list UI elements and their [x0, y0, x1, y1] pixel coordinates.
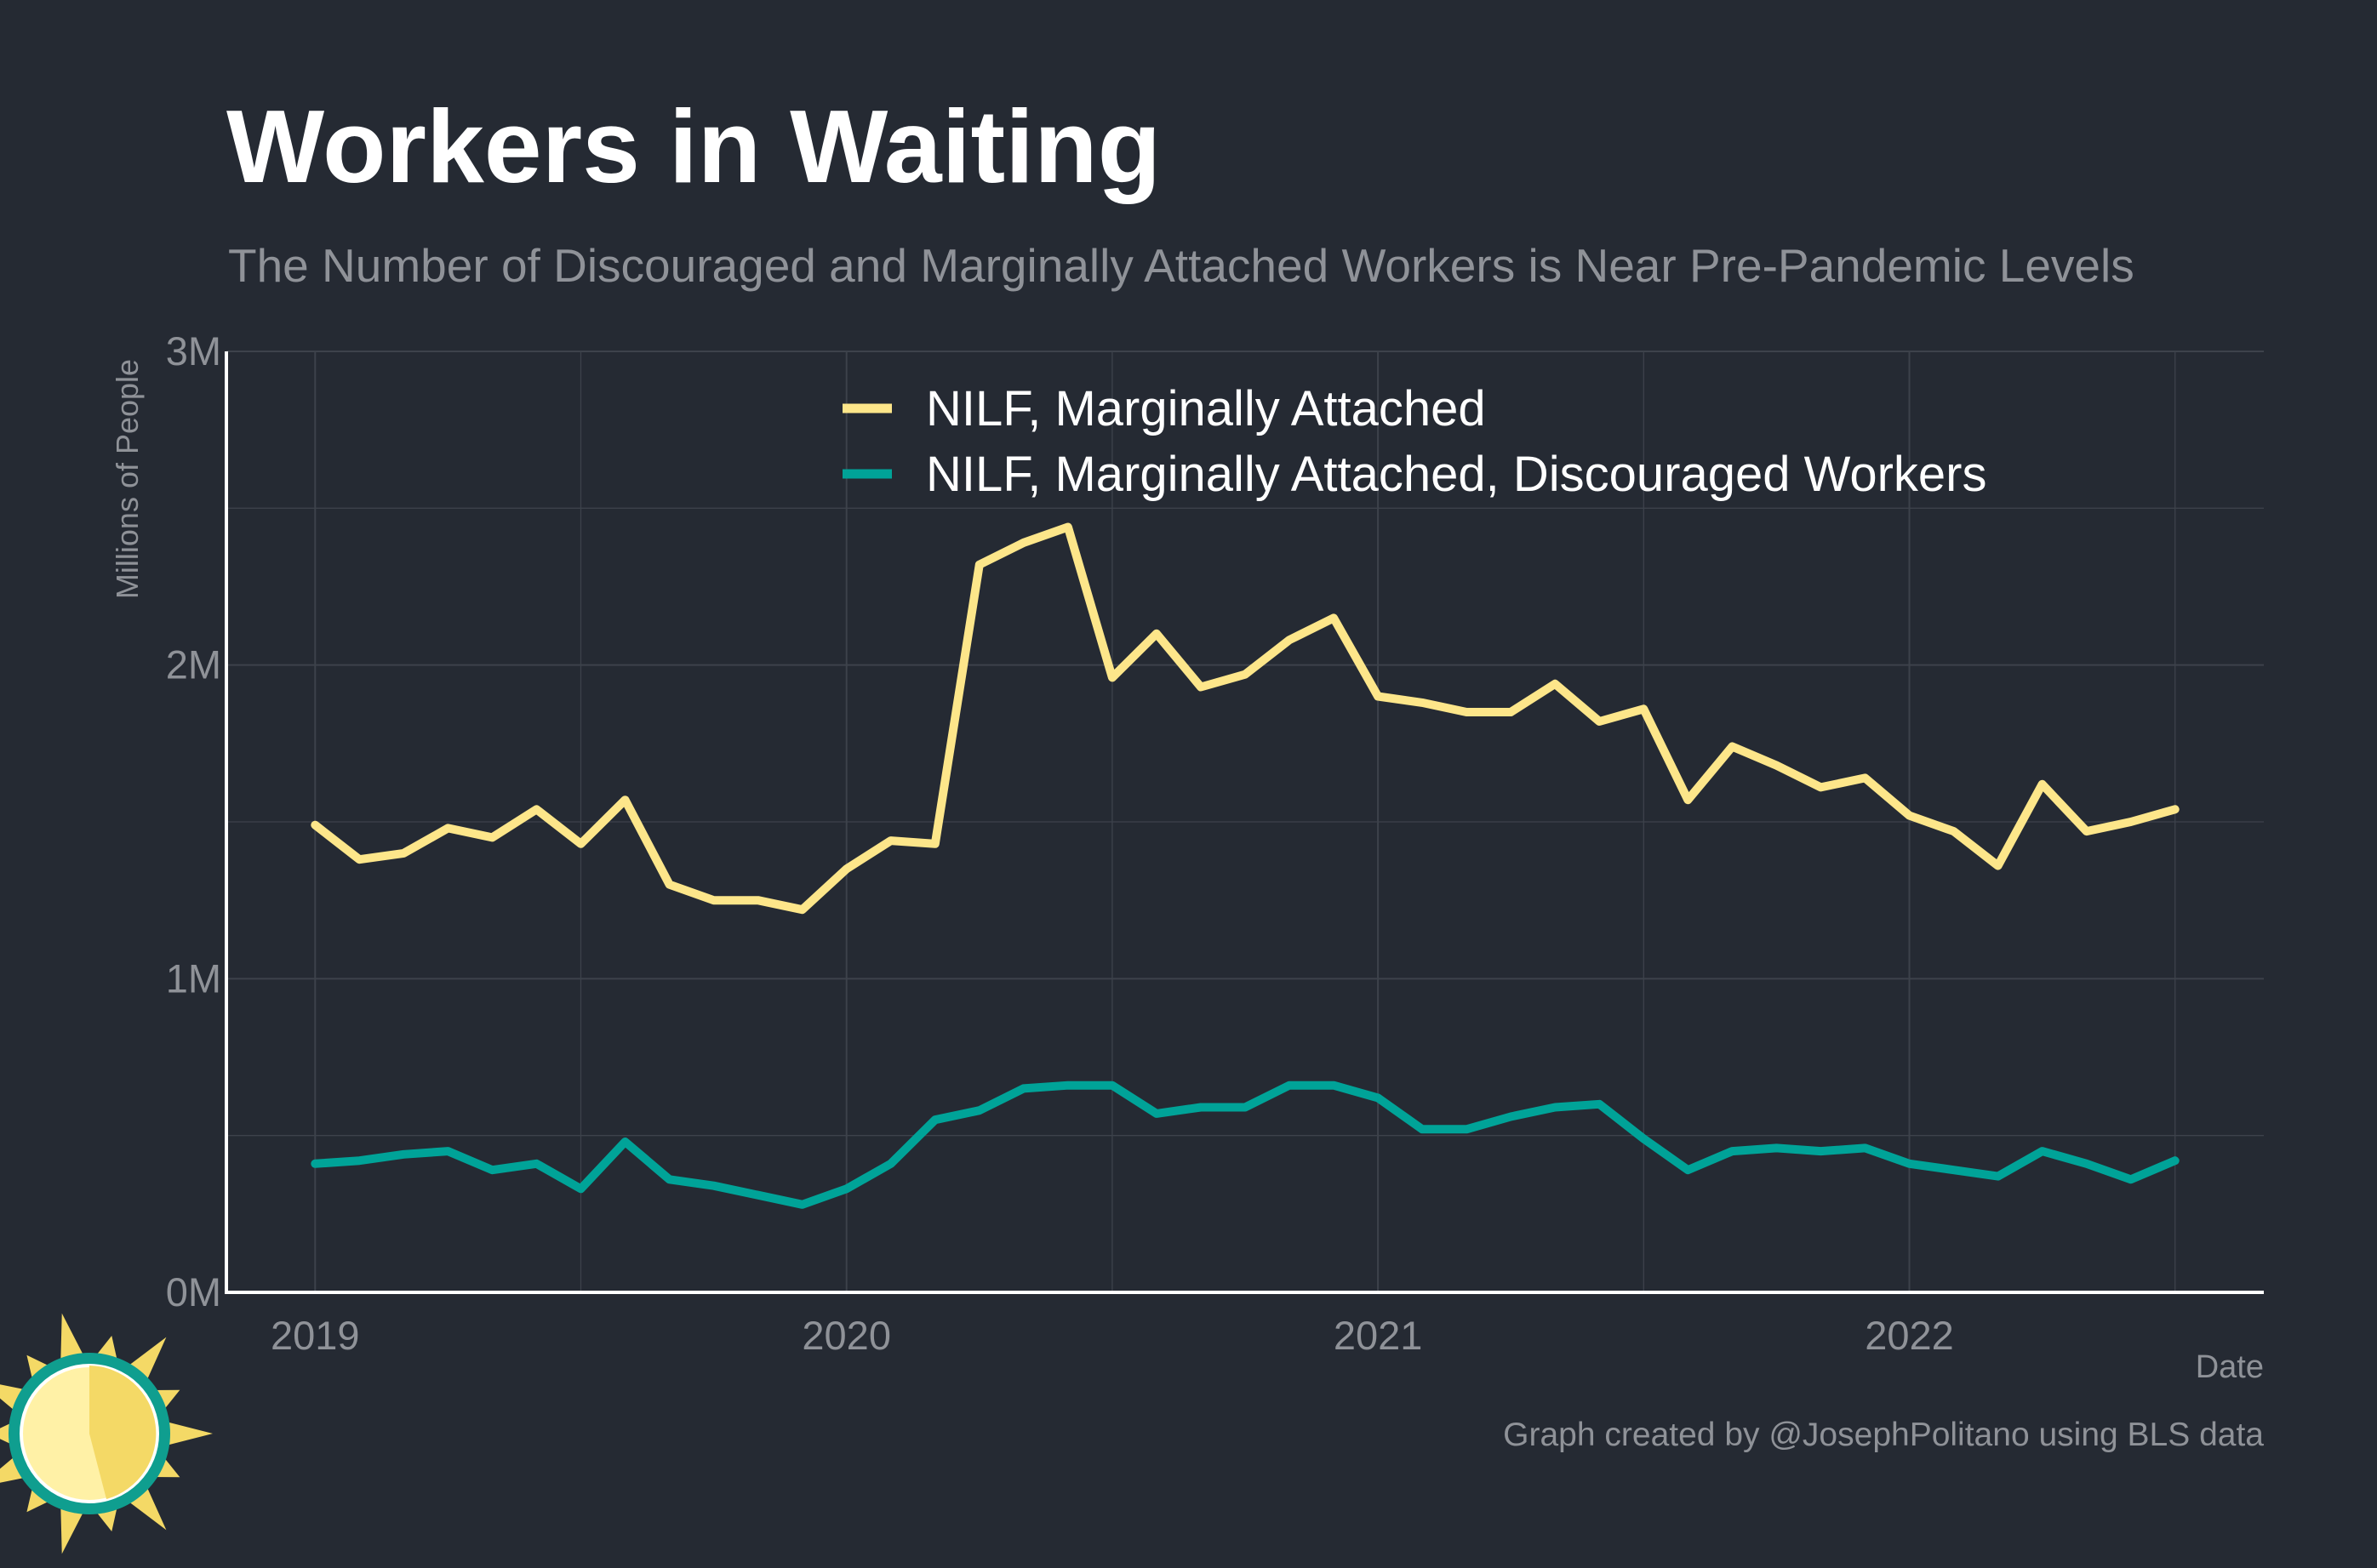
y-tick-label: 1M	[166, 955, 221, 1001]
sun-ray	[60, 1502, 86, 1554]
x-axis-label: Date	[2195, 1349, 2264, 1385]
x-tick-label: 2021	[1334, 1313, 1423, 1358]
series-line-1	[311, 522, 2180, 915]
sun-ray	[163, 1421, 213, 1446]
x-tick-label: 2019	[271, 1313, 360, 1358]
legend-label-1: NILF, Marginally Attached	[926, 381, 1486, 436]
x-tick-label: 2020	[802, 1313, 891, 1358]
chart-title: Workers in Waiting	[226, 88, 1162, 204]
sun-ray	[60, 1313, 86, 1365]
y-tick-label: 3M	[166, 328, 221, 373]
y-tick-label: 2M	[166, 642, 221, 687]
sun-logo-icon	[0, 1313, 213, 1554]
series-line-2	[311, 1080, 2180, 1209]
source-caption: Graph created by @JosephPolitano using B…	[1503, 1417, 2264, 1453]
y-tick-label: 0M	[166, 1269, 221, 1314]
legend-label-2: NILF, Marginally Attached, Discouraged W…	[926, 447, 1986, 502]
chart-subtitle: The Number of Discouraged and Marginally…	[228, 239, 2134, 292]
x-tick-label: 2022	[1865, 1313, 1954, 1358]
